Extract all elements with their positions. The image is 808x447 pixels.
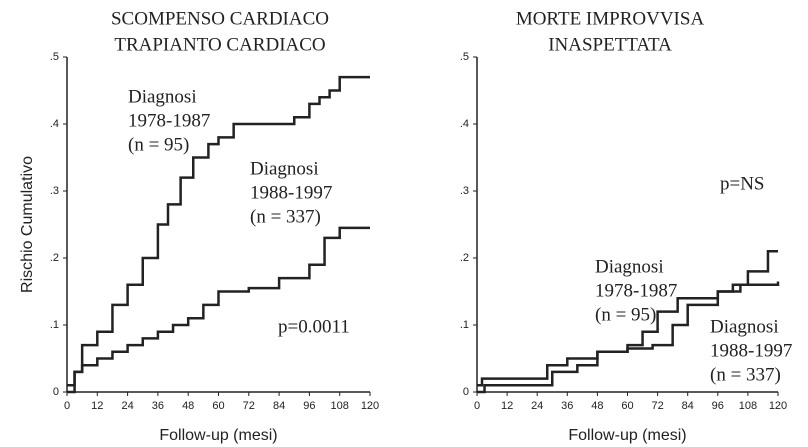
x-tick-label: 120 xyxy=(769,400,787,412)
series-label: Diagnosi xyxy=(128,86,197,107)
x-axis-label: Follow-up (mesi) xyxy=(568,427,686,444)
step-line xyxy=(477,281,780,394)
chart-title: TRAPIANTO CARDIACO xyxy=(114,34,325,55)
x-axis-label: Follow-up (mesi) xyxy=(159,427,277,444)
x-tick-label: 48 xyxy=(182,400,194,412)
y-tick-label: .5 xyxy=(460,51,469,63)
y-tick-label: .1 xyxy=(50,319,59,331)
step-line xyxy=(67,226,370,387)
y-tick-label: 0 xyxy=(53,386,59,398)
x-tick-label: 12 xyxy=(501,400,513,412)
y-tick-label: .5 xyxy=(50,51,59,63)
chart-title: SCOMPENSO CARDIACO xyxy=(111,8,329,29)
x-tick-label: 72 xyxy=(651,400,663,412)
series-label: (n = 337) xyxy=(250,206,321,227)
x-tick-label: 96 xyxy=(303,400,315,412)
series-label: 1978-1987 xyxy=(595,280,677,301)
x-tick-label: 108 xyxy=(331,400,349,412)
x-tick-label: 60 xyxy=(621,400,633,412)
chart-title: INASPETTATA xyxy=(548,34,672,55)
x-tick-label: 24 xyxy=(531,400,543,412)
y-tick-label: .1 xyxy=(460,319,469,331)
series-label: 1978-1987 xyxy=(128,110,210,131)
y-tick-label: .4 xyxy=(460,118,469,130)
series-label: 1988-1997 xyxy=(710,340,792,361)
y-tick-label: .2 xyxy=(460,252,469,264)
x-tick-label: 60 xyxy=(212,400,224,412)
y-tick-label: 0 xyxy=(463,386,469,398)
y-tick-label: .2 xyxy=(50,252,59,264)
x-tick-label: 48 xyxy=(591,400,603,412)
annotation: p=0.0011 xyxy=(278,316,350,337)
x-tick-label: 36 xyxy=(561,400,573,412)
x-tick-label: 84 xyxy=(273,400,285,412)
x-tick-label: 0 xyxy=(474,400,480,412)
x-tick-label: 84 xyxy=(682,400,694,412)
x-tick-label: 108 xyxy=(739,400,757,412)
y-tick-label: .3 xyxy=(460,185,469,197)
y-axis-label: Rischio Cumulativo xyxy=(19,156,36,293)
x-tick-label: 72 xyxy=(243,400,255,412)
series-label: (n = 337) xyxy=(710,364,781,385)
y-tick-label: .3 xyxy=(50,185,59,197)
annotation: p=NS xyxy=(720,173,765,194)
series-label: Diagnosi xyxy=(250,158,319,179)
y-tick-label: .4 xyxy=(50,118,59,130)
x-tick-label: 120 xyxy=(361,400,379,412)
x-tick-label: 24 xyxy=(121,400,133,412)
x-tick-label: 12 xyxy=(91,400,103,412)
series-label: (n = 95) xyxy=(595,304,656,325)
series-label: 1988-1997 xyxy=(250,182,332,203)
series-label: Diagnosi xyxy=(595,256,664,277)
x-tick-label: 96 xyxy=(712,400,724,412)
step-line xyxy=(67,75,370,394)
x-tick-label: 0 xyxy=(64,400,70,412)
x-tick-label: 36 xyxy=(152,400,164,412)
series-label: Diagnosi xyxy=(710,316,779,337)
chart-title: MORTE IMPROVVISA xyxy=(516,8,705,29)
series-label: (n = 95) xyxy=(128,134,189,155)
